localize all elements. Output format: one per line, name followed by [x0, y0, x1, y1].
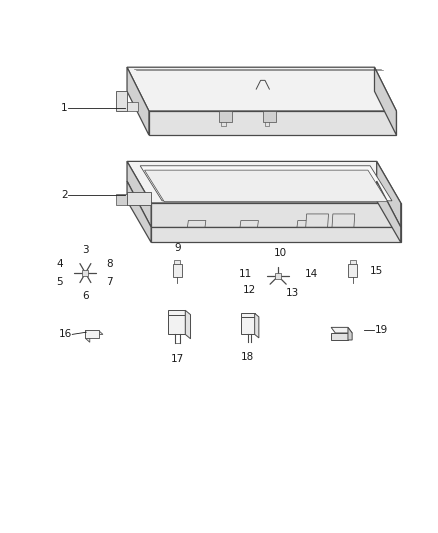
Polygon shape	[350, 260, 356, 264]
Polygon shape	[377, 181, 401, 243]
Text: 18: 18	[241, 352, 254, 362]
Polygon shape	[185, 310, 191, 339]
Text: 15: 15	[370, 266, 383, 276]
Text: 2: 2	[61, 190, 68, 200]
Polygon shape	[127, 102, 138, 111]
Polygon shape	[127, 67, 149, 135]
Polygon shape	[348, 327, 352, 340]
Polygon shape	[306, 214, 328, 227]
Polygon shape	[377, 161, 401, 227]
Polygon shape	[85, 330, 103, 334]
Polygon shape	[127, 67, 396, 111]
Polygon shape	[297, 221, 315, 227]
Polygon shape	[174, 260, 180, 264]
Polygon shape	[85, 330, 99, 338]
Polygon shape	[173, 264, 182, 278]
Text: 17: 17	[171, 354, 184, 364]
Polygon shape	[332, 214, 355, 227]
Polygon shape	[265, 122, 269, 126]
Polygon shape	[219, 111, 232, 122]
Polygon shape	[240, 317, 254, 334]
Polygon shape	[331, 333, 348, 340]
Polygon shape	[116, 194, 127, 205]
Polygon shape	[82, 270, 88, 276]
Polygon shape	[240, 221, 258, 227]
Polygon shape	[85, 330, 90, 342]
Text: 12: 12	[243, 285, 256, 295]
Polygon shape	[374, 67, 396, 135]
Text: 13: 13	[286, 288, 299, 298]
Polygon shape	[127, 181, 151, 243]
Text: 3: 3	[82, 245, 89, 255]
Polygon shape	[140, 166, 392, 201]
Text: 6: 6	[82, 292, 89, 302]
Polygon shape	[168, 310, 185, 314]
Text: 5: 5	[56, 277, 63, 287]
Text: 8: 8	[106, 260, 113, 269]
Polygon shape	[221, 122, 226, 126]
Polygon shape	[145, 170, 388, 201]
Polygon shape	[127, 161, 151, 227]
Polygon shape	[151, 227, 401, 243]
Polygon shape	[127, 192, 151, 205]
Polygon shape	[348, 264, 357, 278]
Polygon shape	[240, 313, 254, 317]
Text: 9: 9	[174, 244, 181, 253]
Polygon shape	[254, 313, 259, 338]
Text: 1: 1	[61, 103, 68, 113]
Polygon shape	[149, 111, 396, 135]
Polygon shape	[275, 273, 281, 279]
Text: 16: 16	[59, 329, 72, 340]
Text: 10: 10	[274, 248, 287, 258]
Text: 4: 4	[56, 260, 63, 269]
Text: 7: 7	[106, 277, 113, 287]
Polygon shape	[263, 111, 276, 122]
Polygon shape	[127, 161, 401, 203]
Polygon shape	[187, 221, 206, 227]
Polygon shape	[331, 327, 352, 333]
Polygon shape	[151, 203, 401, 227]
Text: 14: 14	[304, 269, 318, 279]
Text: 19: 19	[374, 325, 388, 335]
Text: 11: 11	[239, 269, 252, 279]
Polygon shape	[116, 91, 127, 111]
Polygon shape	[168, 314, 185, 334]
